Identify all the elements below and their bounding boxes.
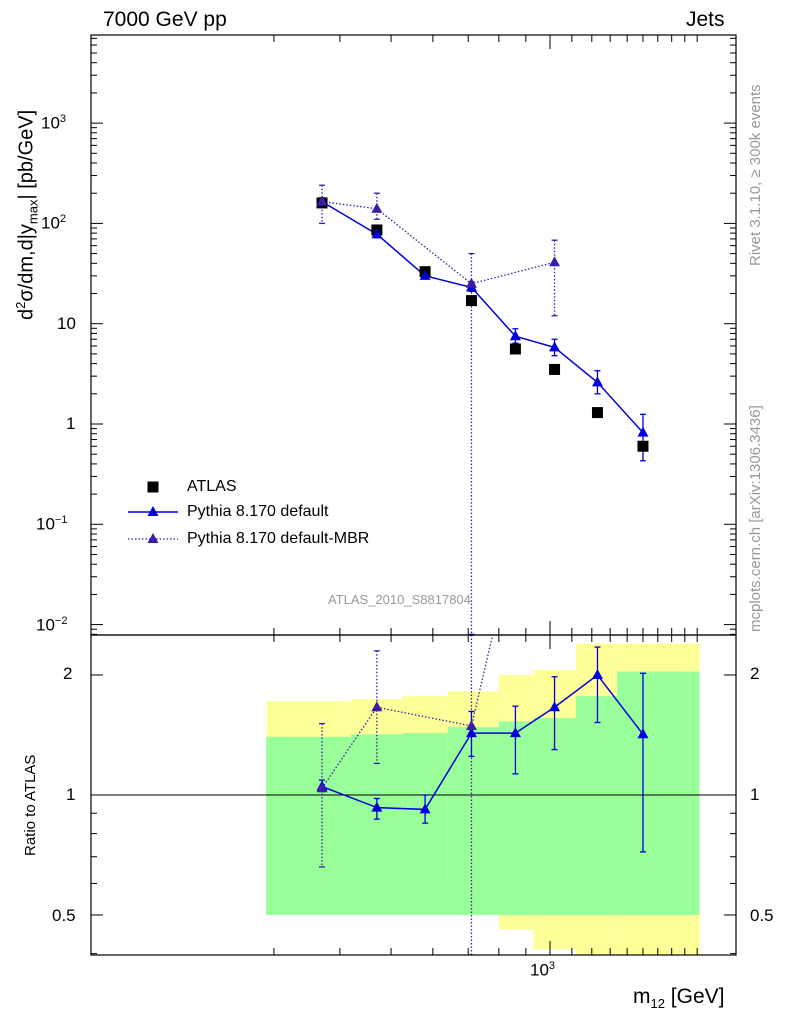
pythia-ratio-point (509, 727, 521, 738)
legend-entry-atlas: ATLAS (187, 478, 237, 495)
mbr-point (549, 256, 561, 267)
mbr-ratio-point (465, 719, 477, 730)
ratio-clipped-group (316, 635, 649, 955)
pythia-point (591, 376, 603, 387)
rivet-version-label: Rivet 3.1.10, ≥ 300k events (747, 84, 764, 266)
ratio-tick-label-05-right: 0.5 (750, 906, 774, 925)
pythia-ratio-point (549, 701, 561, 712)
pythia-point (509, 330, 521, 341)
pythia-ratio-point (419, 803, 431, 814)
band-inner-bin (447, 727, 499, 915)
axis-ticks (91, 35, 736, 955)
main-panel-data (316, 184, 649, 635)
x-tick-label-1e3: 103 (530, 960, 556, 980)
mbr-ratio-point (316, 782, 328, 793)
mbr-point (465, 277, 477, 288)
mbr-point (316, 195, 328, 206)
pythia-point (371, 228, 383, 239)
ratio-panel-data (316, 635, 649, 955)
atlas-data-point (637, 440, 649, 452)
ratio-y-axis-label: Ratio to ATLAS (22, 754, 39, 856)
ratio-tick-label-05-left: 0.5 (52, 906, 76, 925)
atlas-data-point (465, 295, 477, 307)
pythia-ratio-line (321, 673, 644, 811)
pythia-ratio-point (465, 727, 477, 738)
legend-marker-mbr (147, 533, 159, 543)
ratio-uncertainty-bands (266, 643, 700, 955)
band-inner-bin (402, 733, 448, 915)
pythia-series-line (321, 200, 644, 434)
mcplots-reference-label: mcplots.cern.ch [arXiv:1306.3436] (747, 405, 764, 632)
legend-markers (128, 481, 178, 543)
mbr-series-line (321, 200, 555, 285)
ratio-tick-label-2-right: 2 (750, 664, 760, 683)
ratio-tick-label-1-right: 1 (750, 785, 760, 804)
x-axis-label: m12 [GeV] (633, 985, 725, 1012)
ratio-tick-label-1-left: 1 (66, 785, 76, 804)
pythia-ratio-point (637, 728, 649, 739)
process-label: Jets (686, 8, 725, 31)
y-tick-label-1e2: 102 (41, 213, 67, 233)
pythia-point (419, 269, 431, 280)
pythia-ratio-point (591, 669, 603, 679)
ratio-tick-label-2-left: 2 (63, 664, 73, 683)
band-inner-bin (575, 696, 618, 915)
band-inner-bin (533, 718, 576, 915)
band-inner-bin (351, 734, 403, 915)
beam-energy-label: 7000 GeV pp (103, 8, 227, 31)
pythia-point (637, 426, 649, 437)
pythia-point (549, 341, 561, 352)
mbr-point (371, 202, 383, 213)
band-inner-bin (498, 721, 534, 915)
atlas-data-point (591, 407, 603, 419)
band-inner-bin (266, 736, 352, 915)
legend-entry-pythia-default: Pythia 8.170 default (187, 503, 329, 520)
analysis-id-label: ATLAS_2010_S8817804 (328, 592, 471, 607)
legend-marker-pythia (147, 506, 159, 516)
legend-entry-pythia-mbr: Pythia 8.170 default-MBR (187, 530, 370, 547)
atlas-data-point (509, 343, 521, 355)
y-tick-label-10: 10 (57, 314, 76, 333)
band-inner-bin (617, 671, 700, 915)
pythia-ratio-point (371, 801, 383, 812)
atlas-data-point (549, 363, 561, 375)
legend-marker-atlas (147, 481, 159, 493)
y-tick-label-1e3: 103 (41, 113, 67, 133)
y-tick-label-1e-2: 10−2 (36, 615, 68, 635)
y-tick-label-1: 1 (66, 414, 76, 433)
y-tick-label-1e-1: 10−1 (36, 514, 68, 534)
main-y-axis-label: d2σ/dm,d|ymax| [pb/GeV] (13, 109, 41, 320)
mbr-ratio-point (371, 701, 383, 712)
